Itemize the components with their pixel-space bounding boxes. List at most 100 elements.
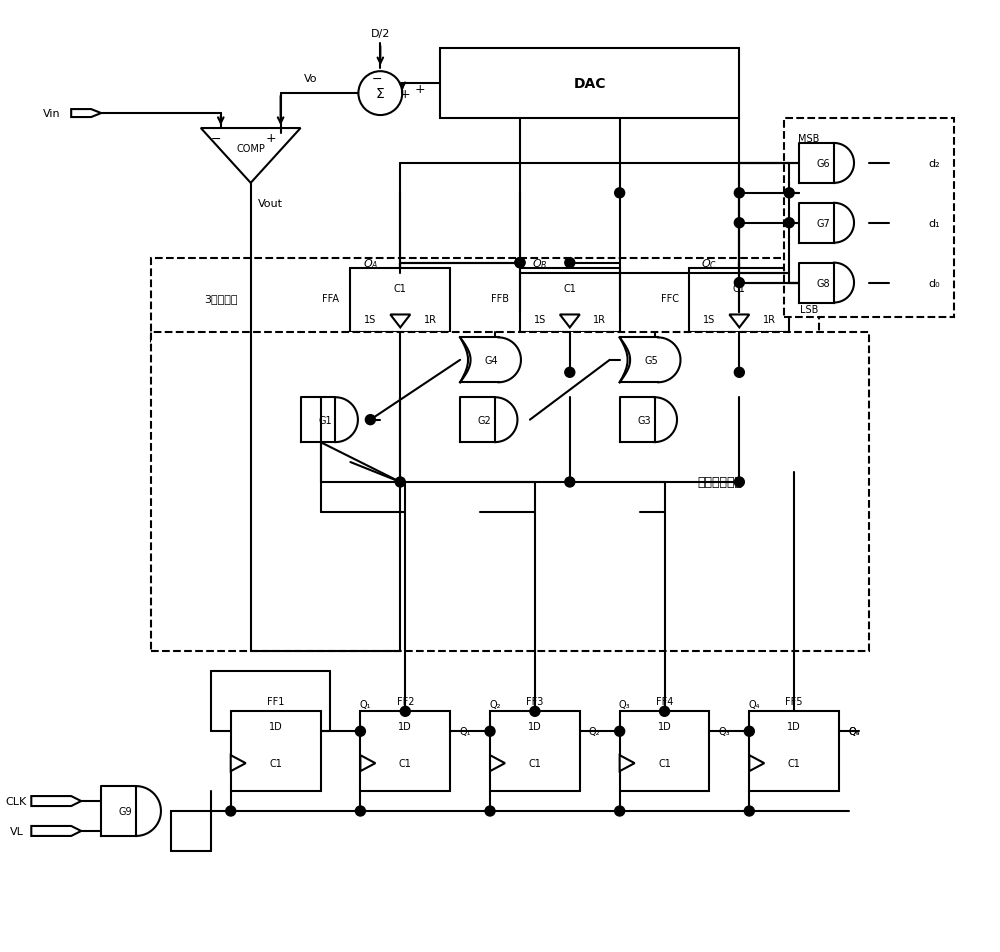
Circle shape [485, 806, 495, 816]
Text: FFB: FFB [491, 293, 509, 303]
Bar [440, 50, 739, 119]
Text: FF1: FF1 [267, 697, 284, 706]
Text: Vo: Vo [304, 74, 317, 84]
Text: $\Sigma$: $\Sigma$ [375, 87, 385, 101]
Text: 1S: 1S [534, 315, 546, 326]
Text: Q₁: Q₁ [360, 700, 371, 709]
Circle shape [734, 478, 744, 487]
Text: Q₂: Q₂ [589, 726, 600, 737]
Text: FF3: FF3 [526, 697, 544, 706]
Circle shape [744, 806, 754, 816]
Polygon shape [560, 315, 580, 328]
Text: d₀: d₀ [928, 278, 940, 288]
Circle shape [355, 726, 365, 737]
Text: G9: G9 [119, 806, 132, 816]
Bar [620, 711, 709, 791]
Text: 1D: 1D [528, 722, 542, 731]
Text: G1: G1 [318, 415, 332, 426]
Circle shape [734, 367, 744, 378]
Polygon shape [31, 826, 81, 836]
Text: $Q_C$: $Q_C$ [701, 256, 717, 270]
Text: +: + [265, 132, 276, 146]
Text: MSB: MSB [798, 134, 820, 144]
Text: G5: G5 [644, 355, 658, 366]
Circle shape [565, 478, 575, 487]
Polygon shape [889, 220, 919, 228]
Circle shape [784, 188, 794, 199]
Bar [520, 268, 620, 333]
Text: G3: G3 [637, 415, 651, 426]
Text: 控制逻辑电路: 控制逻辑电路 [697, 476, 742, 489]
Circle shape [530, 706, 540, 717]
Text: Q₅: Q₅ [848, 726, 860, 737]
Text: C1: C1 [733, 284, 746, 293]
Polygon shape [231, 755, 246, 771]
Polygon shape [620, 755, 635, 771]
Text: CLK: CLK [6, 796, 27, 806]
Bar [151, 258, 819, 348]
Text: FFC: FFC [661, 293, 679, 303]
Text: G7: G7 [817, 219, 830, 228]
Text: LSB: LSB [800, 306, 818, 315]
Text: 3位寄存器: 3位寄存器 [204, 293, 238, 303]
Text: $Q_B$: $Q_B$ [532, 256, 548, 270]
Bar [749, 711, 839, 791]
Polygon shape [201, 129, 301, 184]
Circle shape [226, 806, 236, 816]
Text: C1: C1 [788, 759, 801, 768]
Text: 1D: 1D [658, 722, 671, 731]
Text: d₂: d₂ [928, 159, 940, 169]
Circle shape [734, 278, 744, 288]
Bar [231, 711, 320, 791]
Circle shape [615, 806, 625, 816]
Text: C1: C1 [399, 759, 412, 768]
Text: C1: C1 [528, 759, 541, 768]
Circle shape [565, 367, 575, 378]
Text: −: − [372, 72, 383, 86]
Text: G8: G8 [817, 278, 830, 288]
Circle shape [395, 478, 405, 487]
Polygon shape [490, 755, 505, 771]
Text: 1R: 1R [424, 315, 437, 326]
Text: 1R: 1R [593, 315, 606, 326]
Bar [360, 711, 450, 791]
Text: d₁: d₁ [928, 219, 940, 228]
Text: C1: C1 [563, 284, 576, 293]
Text: 1D: 1D [269, 722, 283, 731]
Text: 1R: 1R [763, 315, 776, 326]
Circle shape [565, 258, 575, 268]
Circle shape [515, 258, 525, 268]
Circle shape [515, 258, 525, 268]
Circle shape [744, 726, 754, 737]
Text: Q₃: Q₃ [619, 700, 630, 709]
Text: C1: C1 [658, 759, 671, 768]
Circle shape [355, 806, 365, 816]
Polygon shape [889, 279, 919, 288]
Text: Q₄: Q₄ [848, 726, 860, 737]
Polygon shape [390, 315, 410, 328]
Polygon shape [360, 755, 375, 771]
Polygon shape [31, 796, 81, 806]
Bar [784, 119, 954, 318]
Text: VL: VL [9, 826, 23, 836]
Circle shape [400, 706, 410, 717]
Text: Vin: Vin [42, 109, 60, 119]
Text: +: + [400, 88, 411, 101]
Text: Q₁: Q₁ [459, 726, 471, 737]
Text: Q₂: Q₂ [489, 700, 501, 709]
Text: 1D: 1D [787, 722, 801, 731]
Bar [151, 333, 869, 652]
Circle shape [734, 219, 744, 228]
Polygon shape [729, 315, 749, 328]
Text: $Q_A$: $Q_A$ [363, 256, 378, 270]
Polygon shape [71, 109, 101, 118]
Text: G6: G6 [817, 159, 830, 169]
Circle shape [784, 219, 794, 228]
Text: DAC: DAC [574, 77, 606, 91]
Text: C1: C1 [269, 759, 282, 768]
Text: FF5: FF5 [785, 697, 803, 706]
Polygon shape [889, 160, 919, 168]
Circle shape [365, 415, 375, 426]
Circle shape [734, 188, 744, 199]
Text: FFA: FFA [322, 293, 339, 303]
